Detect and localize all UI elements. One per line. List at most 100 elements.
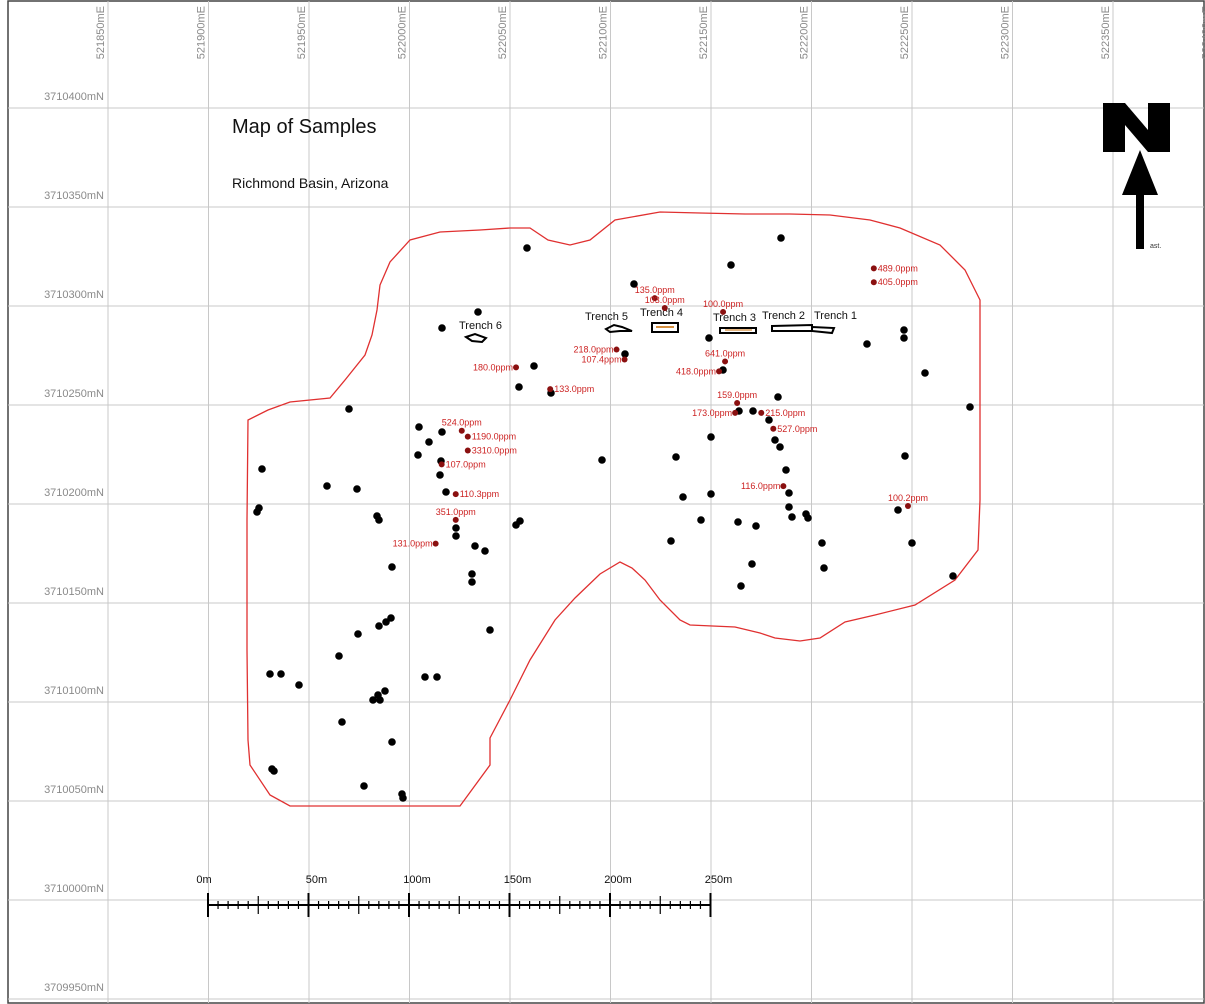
sample-point[interactable] xyxy=(921,369,929,377)
sample-point[interactable] xyxy=(782,466,790,474)
sample-point[interactable] xyxy=(474,308,482,316)
sample-point[interactable] xyxy=(436,471,444,479)
sample-point[interactable] xyxy=(266,670,274,678)
sample-point[interactable] xyxy=(515,383,523,391)
sample-point[interactable] xyxy=(388,738,396,746)
assayed-sample-point[interactable] xyxy=(734,400,741,407)
sample-point[interactable] xyxy=(258,465,266,473)
sample-point[interactable] xyxy=(382,618,390,626)
sample-point[interactable] xyxy=(468,578,476,586)
sample-point[interactable] xyxy=(338,718,346,726)
sample-point[interactable] xyxy=(438,428,446,436)
sample-point[interactable] xyxy=(598,456,606,464)
sample-point[interactable] xyxy=(966,403,974,411)
sample-point[interactable] xyxy=(354,630,362,638)
assayed-sample-point[interactable] xyxy=(438,461,445,468)
sample-point[interactable] xyxy=(667,537,675,545)
assayed-sample-point[interactable] xyxy=(720,308,727,315)
sample-point[interactable] xyxy=(820,564,828,572)
sample-point[interactable] xyxy=(737,582,745,590)
sample-point[interactable] xyxy=(748,560,756,568)
sample-point[interactable] xyxy=(804,514,812,522)
sample-point[interactable] xyxy=(399,794,407,802)
sample-point[interactable] xyxy=(468,570,476,578)
sample-point[interactable] xyxy=(471,542,479,550)
sample-point[interactable] xyxy=(335,652,343,660)
sample-point[interactable] xyxy=(630,280,638,288)
sample-point[interactable] xyxy=(375,516,383,524)
assayed-sample-point[interactable] xyxy=(870,265,877,272)
assayed-sample-point[interactable] xyxy=(464,447,471,454)
sample-point[interactable] xyxy=(697,516,705,524)
sample-point[interactable] xyxy=(512,521,520,529)
assayed-sample-point[interactable] xyxy=(780,483,787,490)
assayed-sample-point[interactable] xyxy=(732,409,739,416)
assayed-sample-point[interactable] xyxy=(722,358,729,365)
assayed-sample-point[interactable] xyxy=(870,279,877,286)
sample-point[interactable] xyxy=(486,626,494,634)
sample-point[interactable] xyxy=(777,234,785,242)
sample-point[interactable] xyxy=(752,522,760,530)
sample-point[interactable] xyxy=(788,513,796,521)
sample-point[interactable] xyxy=(277,670,285,678)
sample-point[interactable] xyxy=(908,539,916,547)
sample-point[interactable] xyxy=(452,532,460,540)
sample-point[interactable] xyxy=(414,451,422,459)
assayed-sample-point[interactable] xyxy=(452,516,459,523)
sample-point[interactable] xyxy=(863,340,871,348)
assayed-sample-point[interactable] xyxy=(547,386,554,393)
assayed-sample-point[interactable] xyxy=(458,427,465,434)
sample-point[interactable] xyxy=(433,673,441,681)
sample-point[interactable] xyxy=(369,696,377,704)
sample-point[interactable] xyxy=(900,326,908,334)
sample-point[interactable] xyxy=(894,506,902,514)
sample-point[interactable] xyxy=(388,563,396,571)
sample-point[interactable] xyxy=(353,485,361,493)
assayed-sample-point[interactable] xyxy=(770,425,777,432)
sample-point[interactable] xyxy=(415,423,423,431)
sample-point[interactable] xyxy=(900,334,908,342)
sample-point[interactable] xyxy=(818,539,826,547)
sample-point[interactable] xyxy=(679,493,687,501)
assayed-sample-point[interactable] xyxy=(758,409,765,416)
sample-point[interactable] xyxy=(901,452,909,460)
assayed-sample-point[interactable] xyxy=(621,356,628,363)
assayed-sample-point[interactable] xyxy=(651,295,658,302)
sample-point[interactable] xyxy=(295,681,303,689)
sample-point[interactable] xyxy=(523,244,531,252)
sample-point[interactable] xyxy=(421,673,429,681)
sample-point[interactable] xyxy=(360,782,368,790)
sample-point[interactable] xyxy=(785,489,793,497)
sample-point[interactable] xyxy=(452,524,460,532)
sample-point[interactable] xyxy=(481,547,489,555)
sample-point[interactable] xyxy=(949,572,957,580)
sample-point[interactable] xyxy=(530,362,538,370)
sample-point[interactable] xyxy=(425,438,433,446)
sample-point[interactable] xyxy=(705,334,713,342)
sample-point[interactable] xyxy=(376,696,384,704)
assayed-sample-point[interactable] xyxy=(464,433,471,440)
sample-point[interactable] xyxy=(707,490,715,498)
sample-point[interactable] xyxy=(785,503,793,511)
sample-point[interactable] xyxy=(442,488,450,496)
sample-point[interactable] xyxy=(345,405,353,413)
sample-point[interactable] xyxy=(621,350,629,358)
sample-point[interactable] xyxy=(323,482,331,490)
sample-point[interactable] xyxy=(765,416,773,424)
assayed-sample-point[interactable] xyxy=(513,364,520,371)
sample-point[interactable] xyxy=(375,622,383,630)
sample-point[interactable] xyxy=(776,443,784,451)
assayed-sample-point[interactable] xyxy=(432,540,439,547)
assayed-sample-point[interactable] xyxy=(716,368,723,375)
sample-point[interactable] xyxy=(268,765,276,773)
sample-point[interactable] xyxy=(771,436,779,444)
sample-point[interactable] xyxy=(774,393,782,401)
sample-point[interactable] xyxy=(438,324,446,332)
assayed-sample-point[interactable] xyxy=(661,304,668,311)
assayed-sample-point[interactable] xyxy=(452,491,459,498)
sample-point[interactable] xyxy=(727,261,735,269)
sample-point[interactable] xyxy=(253,508,261,516)
sample-point[interactable] xyxy=(381,687,389,695)
sample-point[interactable] xyxy=(707,433,715,441)
sample-point[interactable] xyxy=(672,453,680,461)
